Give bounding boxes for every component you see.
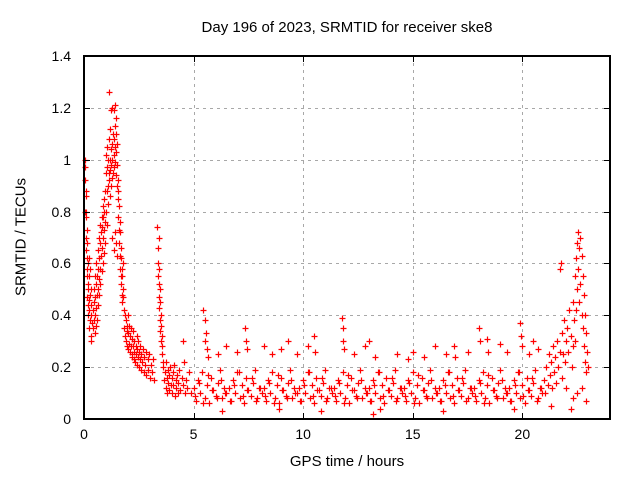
chart-title: Day 196 of 2023, SRMTID for receiver ske…	[201, 19, 493, 36]
x-tick-label: 15	[404, 426, 421, 442]
y-tick-label: 1	[63, 151, 71, 168]
x-tick-label: 0	[80, 426, 88, 442]
scatter-points	[82, 89, 592, 418]
y-tick-label: 0.2	[51, 359, 71, 376]
x-tick-label: 5	[189, 426, 198, 442]
y-tick-label: 0.4	[51, 307, 71, 324]
x-axis-label: GPS time / hours	[289, 453, 405, 470]
x-tick-label: 10	[295, 426, 311, 442]
y-tick-label: 1.4	[51, 48, 71, 64]
y-tick-label: 0.6	[51, 255, 71, 272]
plot-border	[83, 55, 611, 420]
y-tick-label: 0	[63, 411, 71, 427]
y-tick-label: 1.2	[51, 99, 71, 116]
x-tick-label: 20	[514, 426, 531, 442]
y-tick-label: 0.8	[51, 203, 71, 220]
